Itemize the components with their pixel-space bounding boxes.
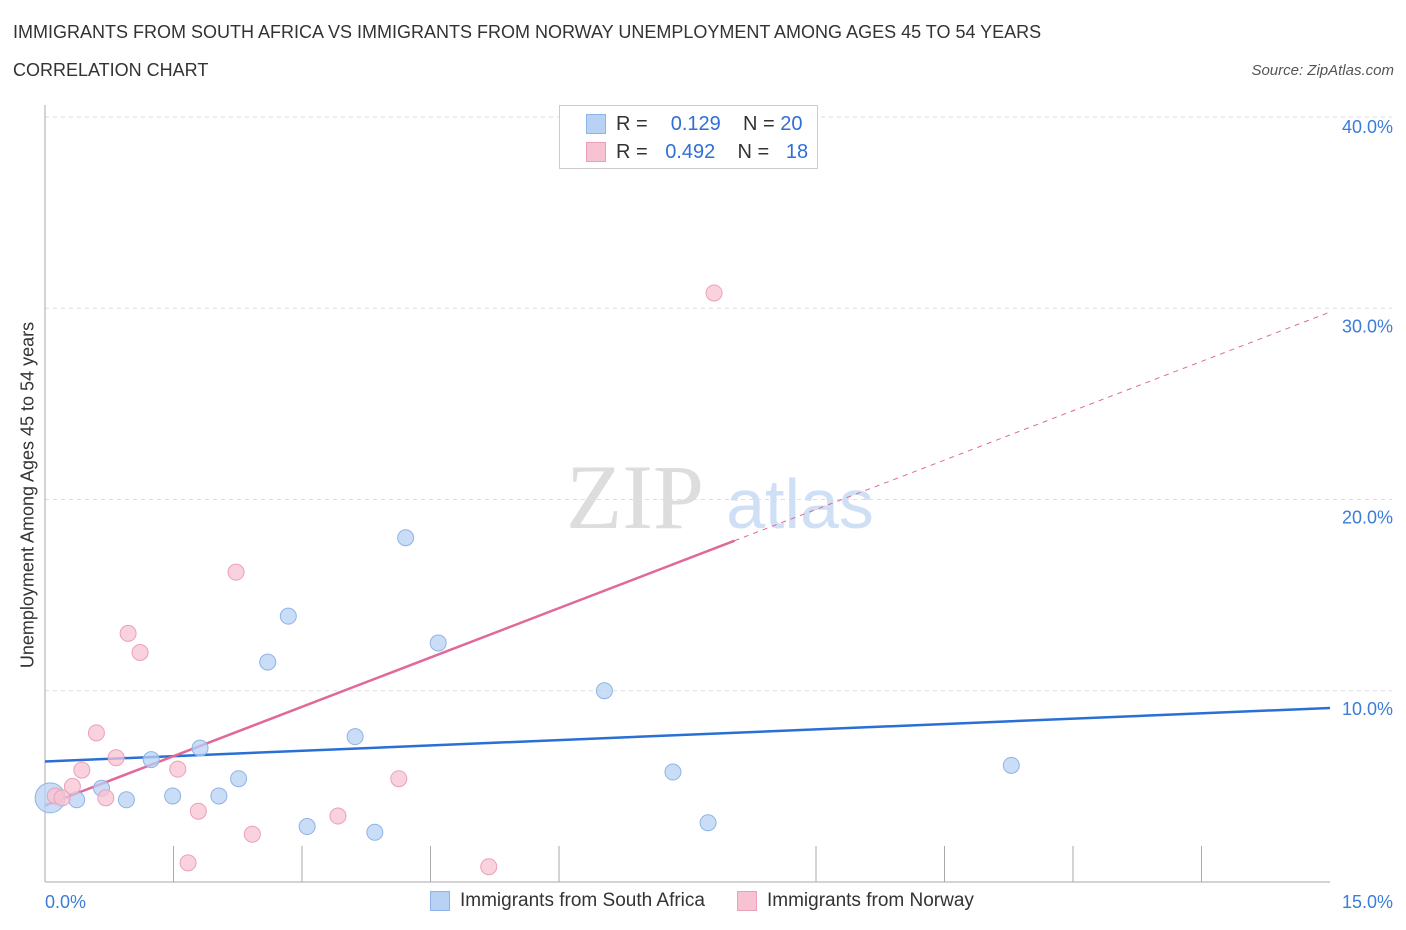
legend-label: Immigrants from South Africa <box>460 890 705 911</box>
x-tick-label: 0.0% <box>45 892 86 912</box>
r-label: R = <box>616 112 648 135</box>
point-south-africa <box>142 751 160 769</box>
point-south-africa <box>366 823 384 841</box>
point-norway <box>73 761 91 779</box>
point-south-africa <box>595 682 613 700</box>
y-tick-label: 10.0% <box>1342 699 1393 719</box>
correlation-legend: R = 0.129 N = 20 R = 0.492 N = 18 <box>559 105 818 169</box>
n-label: N = <box>737 140 770 163</box>
legend-item-norway[interactable]: Immigrants from Norway <box>736 890 974 912</box>
point-norway <box>179 854 197 872</box>
point-norway <box>243 825 261 843</box>
point-south-africa <box>1002 756 1020 774</box>
legend-label: Immigrants from Norway <box>766 890 974 911</box>
y-tick-label: 20.0% <box>1342 508 1393 528</box>
point-norway <box>107 749 125 767</box>
chart-subtitle: CORRELATION CHART <box>13 60 209 80</box>
trendline-south-africa <box>44 706 1331 763</box>
blue-swatch <box>586 114 606 134</box>
r-label: R = <box>616 140 648 163</box>
point-south-africa <box>164 787 182 805</box>
n-value: 20 <box>780 112 803 135</box>
point-south-africa <box>210 787 228 805</box>
point-south-africa <box>298 818 316 836</box>
blue-swatch <box>430 891 450 911</box>
point-norway <box>63 777 81 795</box>
trendline-norway <box>44 539 736 807</box>
r-value: 0.129 <box>670 112 721 135</box>
point-norway <box>131 644 149 661</box>
n-label: N = <box>743 112 775 135</box>
chart-title: IMMIGRANTS FROM SOUTH AFRICA VS IMMIGRAN… <box>13 22 1042 42</box>
point-norway <box>480 858 498 876</box>
point-south-africa <box>664 763 682 781</box>
source-label: Source: ZipAtlas.com <box>1251 62 1394 79</box>
legend-item-south-africa[interactable]: Immigrants from South Africa <box>430 890 705 912</box>
trendline-norway-extension <box>734 311 1331 542</box>
point-norway <box>119 624 137 642</box>
point-norway <box>97 789 115 807</box>
y-tick-label: 40.0% <box>1342 117 1393 137</box>
watermark-zip: ZIP <box>566 446 704 548</box>
n-value: 18 <box>785 140 809 163</box>
point-norway <box>329 807 347 825</box>
point-south-africa <box>699 814 717 832</box>
point-south-africa <box>230 770 248 788</box>
r-value: 0.492 <box>665 140 716 163</box>
y-tick-label: 30.0% <box>1342 316 1393 336</box>
legend-row-norway: R = 0.492 N = 18 <box>586 140 808 164</box>
point-south-africa <box>346 728 364 746</box>
point-south-africa <box>279 607 297 625</box>
pink-swatch <box>736 891 757 911</box>
point-south-africa <box>259 653 277 671</box>
legend-row-south-africa: R = 0.129 N = 20 <box>586 112 803 136</box>
point-norway <box>189 802 207 820</box>
point-norway <box>227 563 245 581</box>
x-tick-label: 15.0% <box>1342 892 1393 912</box>
point-norway <box>705 284 723 302</box>
point-south-africa <box>191 739 209 757</box>
point-norway <box>53 789 71 807</box>
point-norway <box>87 724 105 742</box>
point-norway <box>390 770 408 788</box>
point-south-africa <box>397 529 415 547</box>
point-south-africa <box>429 634 447 652</box>
watermark-atlas: atlas <box>726 465 874 543</box>
y-axis-label: Unemployment Among Ages 45 to 54 years <box>17 321 38 669</box>
point-norway <box>169 760 187 778</box>
pink-swatch <box>586 142 606 162</box>
point-south-africa <box>117 791 135 809</box>
series-legend: Immigrants from South Africa Immigrants … <box>430 890 1006 912</box>
